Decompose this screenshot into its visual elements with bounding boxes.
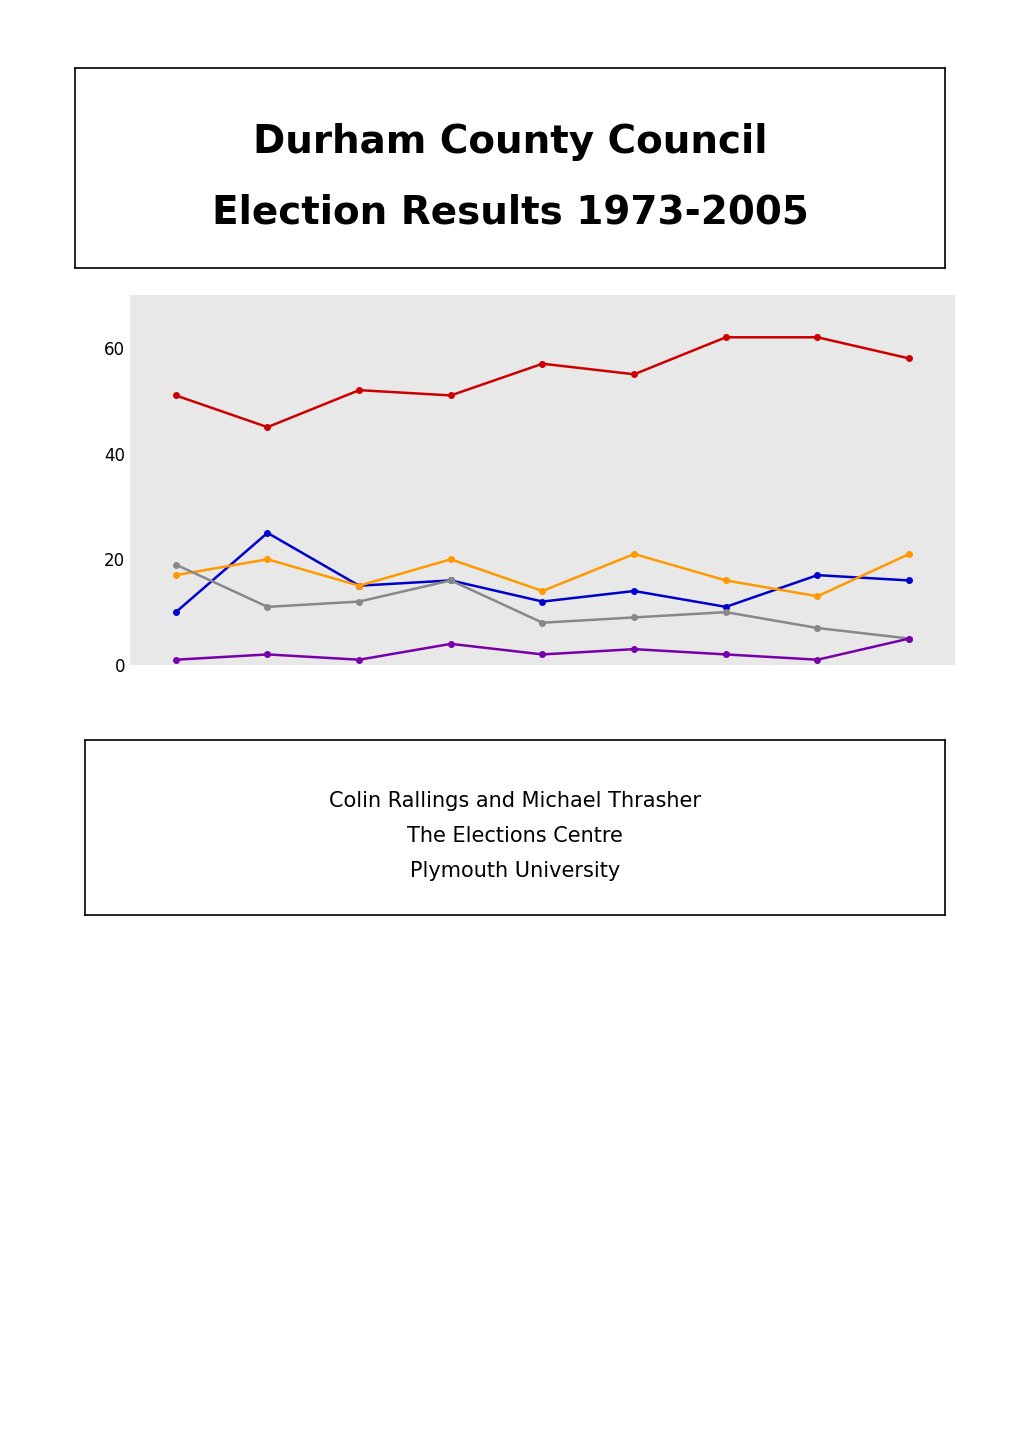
Text: The Elections Centre: The Elections Centre [407, 826, 623, 846]
Text: Election Results 1973-2005: Election Results 1973-2005 [211, 193, 808, 231]
Text: Colin Rallings and Michael Thrasher: Colin Rallings and Michael Thrasher [329, 792, 700, 812]
Text: Plymouth University: Plymouth University [410, 861, 620, 881]
Text: Durham County Council: Durham County Council [253, 123, 766, 162]
